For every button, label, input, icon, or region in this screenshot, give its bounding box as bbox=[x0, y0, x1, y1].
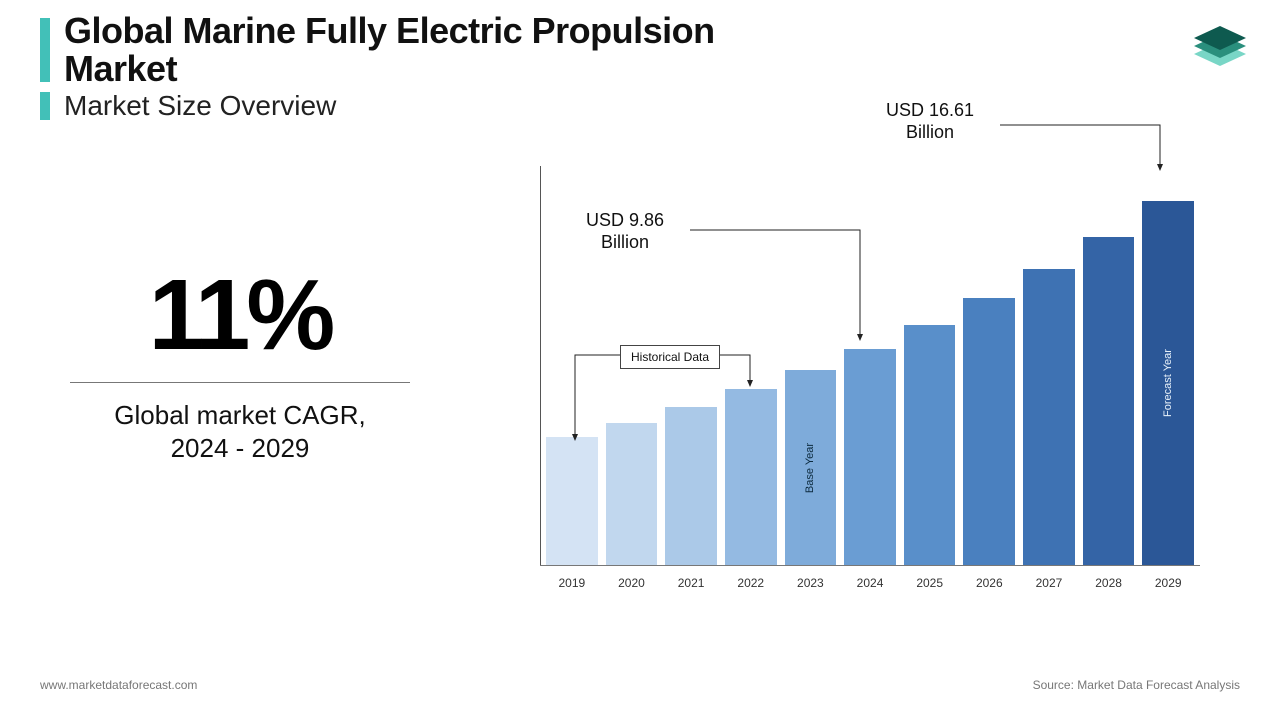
title-accent-bar bbox=[40, 18, 50, 82]
arrow-hist-left bbox=[575, 355, 620, 440]
cagr-label-line2: 2024 - 2029 bbox=[30, 432, 450, 465]
page-subtitle: Market Size Overview bbox=[64, 90, 336, 122]
cagr-label-line1: Global market CAGR, bbox=[30, 399, 450, 432]
arrow-to-2029-bar bbox=[1000, 125, 1160, 170]
arrow-hist-right bbox=[720, 355, 750, 386]
subtitle-block: Market Size Overview bbox=[40, 90, 336, 122]
cagr-value: 11% bbox=[30, 270, 450, 360]
brand-logo-icon bbox=[1190, 26, 1250, 87]
subtitle-accent-bar bbox=[40, 92, 50, 120]
footer-source: Source: Market Data Forecast Analysis bbox=[1033, 678, 1240, 692]
cagr-summary: 11% Global market CAGR, 2024 - 2029 bbox=[30, 270, 450, 464]
footer-url: www.marketdataforecast.com bbox=[40, 678, 197, 692]
arrow-to-2024-bar bbox=[690, 230, 860, 340]
callout-arrows bbox=[540, 150, 1240, 620]
page-title: Global Marine Fully Electric Propulsion … bbox=[64, 12, 764, 88]
callout-forecast-year-value: USD 16.61 Billion bbox=[860, 100, 1000, 143]
market-size-bar-chart: Base YearForecast Year 20192020202120222… bbox=[540, 150, 1240, 620]
cagr-divider bbox=[70, 382, 410, 383]
title-block: Global Marine Fully Electric Propulsion … bbox=[40, 12, 764, 88]
